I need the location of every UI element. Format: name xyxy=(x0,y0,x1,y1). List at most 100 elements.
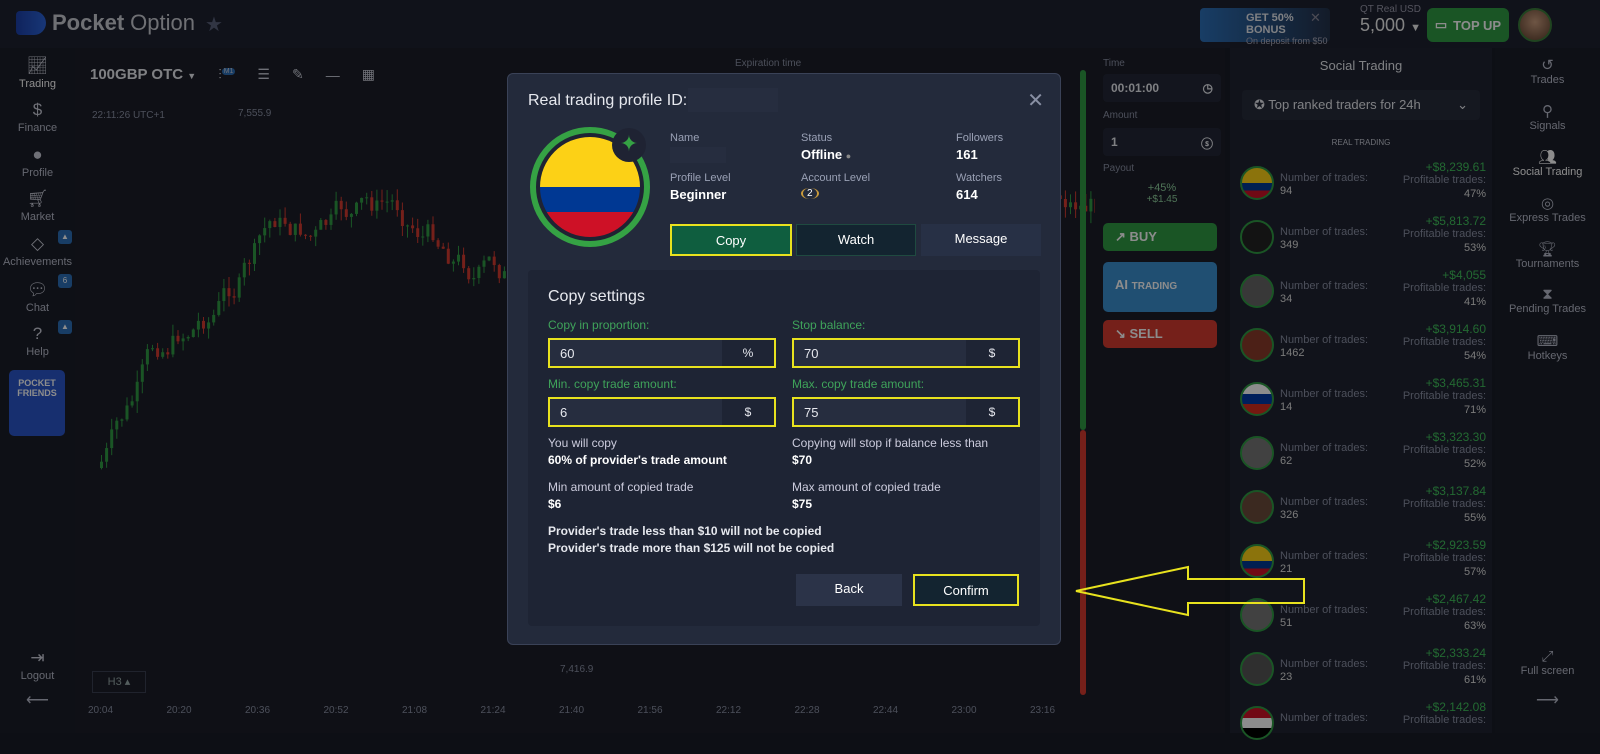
trades-label: Number of trades: xyxy=(1280,442,1369,454)
candle xyxy=(314,226,318,247)
candle xyxy=(186,335,190,342)
sidebar-item-achievements[interactable]: ◇ Achievements xyxy=(0,234,75,268)
bonus-subtitle: On deposit from $50 xyxy=(1246,36,1328,46)
confirm-button[interactable]: Confirm xyxy=(913,574,1019,606)
candle xyxy=(298,213,302,237)
candle xyxy=(196,312,200,338)
trade-panel: Time 00:01:00 ◷ Amount 1 ⓢ Payout +45% +$1.… xyxy=(1095,48,1225,733)
profit-value: +$2,333.24 xyxy=(1425,646,1486,660)
sidebar-item-market[interactable]: 🛒︎ Market xyxy=(0,189,75,223)
right-nav-item[interactable]: 👥︎ Social Trading xyxy=(1495,148,1600,178)
candle xyxy=(156,342,160,360)
avatar[interactable] xyxy=(1518,8,1552,42)
time-label: Time xyxy=(1103,58,1125,69)
sidebar-item-profile[interactable]: ● Profile xyxy=(0,145,75,179)
min-amount-input[interactable]: 6 $ xyxy=(548,397,776,427)
trader-row[interactable]: Number of trades: 94 +$8,239.61 Profitab… xyxy=(1236,160,1486,214)
note-label: You will copy xyxy=(548,436,617,450)
profitable-label: Profitable trades: xyxy=(1402,336,1486,348)
sidebar-item-chat[interactable]: 💬︎ Chat xyxy=(0,280,75,314)
name-redacted xyxy=(670,147,726,163)
asset-selector[interactable]: 100GBP OTC ▼ xyxy=(90,66,196,83)
profitable-pct: 71% xyxy=(1463,404,1486,416)
candle xyxy=(166,348,170,359)
trader-row[interactable]: Number of trades: 62 +$3,323.30 Profitab… xyxy=(1236,430,1486,484)
bonus-banner[interactable]: GET 50% BONUS On deposit from $50 xyxy=(1200,8,1330,46)
close-icon[interactable]: ✕ xyxy=(1027,90,1044,112)
candle xyxy=(237,273,241,302)
label: Hotkeys xyxy=(1527,350,1568,362)
trades-label: Number of trades: xyxy=(1280,658,1369,670)
trader-row[interactable]: Number of trades: +$2,142.08 Profitable … xyxy=(1236,700,1486,754)
account-type[interactable]: QT Real USD xyxy=(1360,4,1421,15)
x-tick-label: 21:24 xyxy=(480,705,506,716)
grid-layout-icon[interactable]: ▦ xyxy=(361,66,375,82)
trader-row[interactable]: Number of trades: 51 +$2,467.42 Profitab… xyxy=(1236,592,1486,646)
right-nav-item[interactable]: ◎ Express Trades xyxy=(1495,194,1600,224)
help-icon: ? xyxy=(32,324,43,343)
stop-balance-input[interactable]: 70 $ xyxy=(792,338,1020,368)
max-amount-input[interactable]: 75 $ xyxy=(792,397,1020,427)
balance[interactable]: 5,000 ▼ xyxy=(1360,15,1421,36)
candle xyxy=(477,264,481,284)
trades-value: 34 xyxy=(1280,293,1293,305)
trader-row[interactable]: Number of trades: 34 +$4,055 Profitable … xyxy=(1236,268,1486,322)
profit-value: +$3,137.84 xyxy=(1425,484,1486,498)
trader-row[interactable]: Number of trades: 14 +$3,465.31 Profitab… xyxy=(1236,376,1486,430)
logo[interactable]: Pocket Option xyxy=(16,10,195,36)
trader-row[interactable]: Number of trades: 326 +$3,137.84 Profita… xyxy=(1236,484,1486,538)
clock-icon: ◷ xyxy=(1202,81,1213,95)
amount-input[interactable]: 1 ⓢ xyxy=(1103,128,1221,156)
brush-icon[interactable]: ✎ xyxy=(291,66,304,82)
pocket-friends-promo[interactable]: POCKET FRIENDS xyxy=(9,370,65,436)
brand-light: Option xyxy=(130,10,195,35)
candle xyxy=(1069,194,1072,215)
fullscreen-button[interactable]: ⤢ Full screen xyxy=(1495,648,1600,677)
back-button[interactable]: Back xyxy=(796,574,902,606)
logout-button[interactable]: ⇥ Logout xyxy=(0,648,75,682)
sidebar-item-finance[interactable]: $ Finance xyxy=(0,100,75,134)
traders-filter-dropdown[interactable]: ✪ Top ranked traders for 24h ⌄ xyxy=(1242,90,1480,120)
right-nav-item[interactable]: ↺ Trades xyxy=(1495,56,1600,86)
indicators-icon[interactable]: ☰ xyxy=(257,66,270,82)
balance-value: 5,000 xyxy=(1360,15,1406,35)
proportion-input[interactable]: 60% xyxy=(548,338,776,368)
copy-button[interactable]: Copy xyxy=(670,224,792,256)
candle xyxy=(400,202,404,236)
sidebar-item-help[interactable]: ? Help xyxy=(0,324,75,358)
sidebar-item-trading[interactable]: 📈︎ Trading xyxy=(0,56,75,90)
trader-row[interactable]: Number of trades: 349 +$5,813.72 Profita… xyxy=(1236,214,1486,268)
trader-row[interactable]: Number of trades: 23 +$2,333.24 Profitab… xyxy=(1236,646,1486,700)
timeframe-badge: M1 xyxy=(221,68,236,76)
close-bonus-icon[interactable]: ✕ xyxy=(1310,10,1321,25)
right-nav-item[interactable]: ⧗ Pending Trades xyxy=(1495,286,1600,315)
right-nav-item[interactable]: ⚲ Signals xyxy=(1495,102,1600,132)
sell-button[interactable]: ↘ SELL xyxy=(1103,320,1217,348)
favorite-star-icon[interactable]: ★ xyxy=(205,14,223,36)
award-icon: ✪ xyxy=(1254,97,1269,112)
candle xyxy=(171,324,175,358)
right-nav-item[interactable]: 🏆︎ Tournaments xyxy=(1495,240,1600,270)
time-input[interactable]: 00:01:00 ◷ xyxy=(1103,74,1221,102)
arrow-right-icon[interactable]: ⟶ xyxy=(1536,692,1559,709)
watch-button[interactable]: Watch xyxy=(796,224,916,256)
right-nav-item[interactable]: ⌨ Hotkeys xyxy=(1495,332,1600,362)
chevron-down-icon: ▼ xyxy=(187,71,197,81)
line-icon[interactable]: — xyxy=(325,66,340,83)
ai-trading-button[interactable]: AI TRADING xyxy=(1103,262,1217,312)
top-up-button[interactable]: ▭ TOP UP xyxy=(1427,8,1509,42)
dollar-unit: $ xyxy=(966,399,1018,425)
trader-row[interactable]: Number of trades: 1462 +$3,914.60 Profit… xyxy=(1236,322,1486,376)
nav-icon: ⚲ xyxy=(1542,103,1553,120)
trader-row[interactable]: Number of trades: 21 +$2,923.59 Profitab… xyxy=(1236,538,1486,592)
copy-settings-panel: Copy settings Copy in proportion: 60% St… xyxy=(528,270,1040,626)
timeframe-button[interactable]: H3 ▴ xyxy=(92,671,146,693)
followers-label: Followers xyxy=(956,132,1004,144)
chart-type-icon[interactable]: ⫶ M1 xyxy=(218,66,236,82)
message-button[interactable]: Message xyxy=(921,224,1041,256)
buy-button[interactable]: ↗ BUY xyxy=(1103,223,1217,251)
candle xyxy=(492,251,496,272)
bonus-title: GET 50% BONUS xyxy=(1246,12,1294,36)
x-tick-label: 22:12 xyxy=(716,705,742,716)
collapse-arrow-icon[interactable]: ⟵ xyxy=(26,692,49,709)
